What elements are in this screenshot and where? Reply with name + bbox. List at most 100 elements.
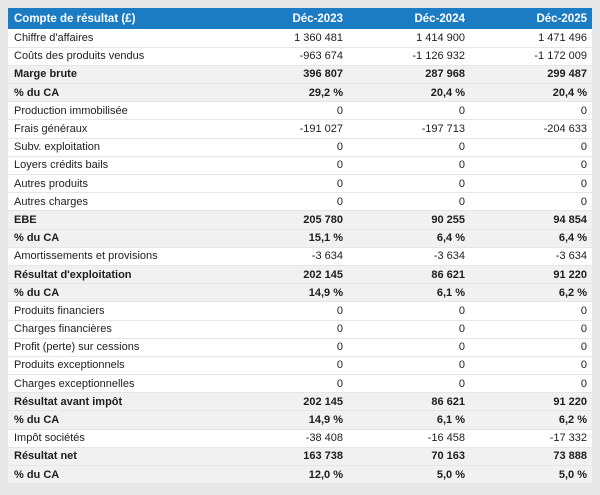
row-value: -204 633 bbox=[543, 123, 587, 136]
row-value: 0 bbox=[336, 195, 343, 208]
row-value: 91 220 bbox=[553, 395, 587, 408]
table-body: Chiffre d'affaires 1 360 481 1 414 900 1 47… bbox=[8, 29, 592, 484]
table-row: Résultat d'exploitation 202 145 86 621 91 2… bbox=[8, 265, 592, 284]
row-value: 0 bbox=[336, 177, 343, 190]
row-label: Production immobilisée bbox=[14, 104, 128, 117]
row-value: -3 634 bbox=[555, 250, 587, 263]
table-row: Profit (perte) sur cessions 0 0 0 bbox=[8, 338, 592, 357]
row-value: 94 854 bbox=[553, 213, 587, 226]
row-value: 6,2 % bbox=[558, 286, 587, 299]
row-value: 86 621 bbox=[431, 395, 465, 408]
row-value: 12,0 % bbox=[308, 468, 343, 481]
column-header-dec-2024: Déc-2024 bbox=[348, 8, 470, 29]
row-value: 29,2 % bbox=[308, 86, 343, 99]
row-value: -3 634 bbox=[433, 250, 465, 263]
table-row: Charges financières 0 0 0 bbox=[8, 320, 592, 339]
row-value: 163 738 bbox=[303, 450, 343, 463]
row-value: 299 487 bbox=[547, 68, 587, 81]
row-label: Produits financiers bbox=[14, 304, 105, 317]
row-label: % du CA bbox=[14, 414, 60, 427]
row-value: 6,4 % bbox=[558, 232, 587, 245]
table-row: Impôt sociétés -38 408 -16 458 -17 332 bbox=[8, 429, 592, 448]
row-label: Résultat avant impôt bbox=[14, 395, 123, 408]
table-row: % du CA 14,9 % 6,1 % 6,2 % bbox=[8, 410, 592, 430]
row-label: Impôt sociétés bbox=[14, 432, 85, 445]
row-value: 0 bbox=[336, 359, 343, 372]
row-value: 0 bbox=[580, 377, 587, 390]
row-value: 5,0 % bbox=[558, 468, 587, 481]
row-value: 0 bbox=[580, 359, 587, 372]
row-value: 202 145 bbox=[303, 395, 343, 408]
row-label: % du CA bbox=[14, 468, 60, 481]
row-label: Coûts des produits vendus bbox=[14, 50, 145, 63]
row-value: 202 145 bbox=[303, 268, 343, 281]
row-label: Charges financières bbox=[14, 323, 112, 336]
row-value: 1 414 900 bbox=[416, 31, 465, 44]
row-value: 0 bbox=[336, 323, 343, 336]
row-value: 6,4 % bbox=[436, 232, 465, 245]
row-value: -38 408 bbox=[305, 432, 343, 445]
row-label: Loyers crédits bails bbox=[14, 159, 109, 172]
income-statement-table: Compte de résultat (£) Déc-2023 Déc-2024… bbox=[8, 8, 592, 485]
row-label: Résultat net bbox=[14, 450, 77, 463]
row-value: 14,9 % bbox=[308, 414, 343, 427]
table-row: Résultat avant impôt 202 145 86 621 91 220 bbox=[8, 392, 592, 411]
table-row: Autres charges 0 0 0 bbox=[8, 192, 592, 211]
row-value: -191 027 bbox=[299, 123, 343, 136]
table-row: EBE 205 780 90 255 94 854 bbox=[8, 210, 592, 230]
row-value: 70 163 bbox=[431, 450, 465, 463]
row-label: Chiffre d'affaires bbox=[14, 31, 94, 44]
table-row: % du CA 12,0 % 5,0 % 5,0 % bbox=[8, 465, 592, 484]
row-value: 0 bbox=[458, 359, 465, 372]
row-value: 0 bbox=[458, 323, 465, 336]
table-row: Produits exceptionnels 0 0 0 bbox=[8, 356, 592, 375]
row-value: 20,4 % bbox=[430, 86, 465, 99]
table-row: Marge brute 396 807 287 968 299 487 bbox=[8, 65, 592, 84]
row-label: Autres produits bbox=[14, 177, 88, 190]
row-label: Subv. exploitation bbox=[14, 141, 101, 154]
row-value: -1 126 932 bbox=[412, 50, 465, 63]
row-value: 0 bbox=[458, 341, 465, 354]
column-header-dec-2023: Déc-2023 bbox=[226, 8, 348, 29]
row-value: 6,1 % bbox=[436, 286, 465, 299]
row-value: 90 255 bbox=[431, 213, 465, 226]
row-label: Amortissements et provisions bbox=[14, 250, 158, 263]
table-row: Subv. exploitation 0 0 0 bbox=[8, 138, 592, 157]
row-label: % du CA bbox=[14, 232, 60, 245]
row-value: 0 bbox=[580, 341, 587, 354]
row-label: EBE bbox=[14, 213, 37, 226]
row-value: -3 634 bbox=[311, 250, 343, 263]
table-row: Chiffre d'affaires 1 360 481 1 414 900 1 47… bbox=[8, 29, 592, 48]
row-value: 0 bbox=[458, 141, 465, 154]
row-value: 0 bbox=[458, 104, 465, 117]
row-value: 0 bbox=[336, 304, 343, 317]
row-value: -1 172 009 bbox=[534, 50, 587, 63]
table-row: Coûts des produits vendus -963 674 -1 126 … bbox=[8, 47, 592, 66]
column-header-dec-2025: Déc-2025 bbox=[470, 8, 592, 29]
row-value: 0 bbox=[580, 159, 587, 172]
row-value: 0 bbox=[336, 377, 343, 390]
row-value: -16 458 bbox=[427, 432, 465, 445]
row-value: 0 bbox=[458, 195, 465, 208]
row-value: 1 360 481 bbox=[294, 31, 343, 44]
row-value: 5,0 % bbox=[436, 468, 465, 481]
row-value: 0 bbox=[336, 104, 343, 117]
row-label: % du CA bbox=[14, 286, 60, 299]
row-value: -17 332 bbox=[549, 432, 587, 445]
row-value: 0 bbox=[580, 195, 587, 208]
row-label: Résultat d'exploitation bbox=[14, 268, 132, 281]
table-row: Amortissements et provisions -3 634 -3 634… bbox=[8, 247, 592, 266]
row-value: 0 bbox=[580, 177, 587, 190]
row-value: 0 bbox=[580, 104, 587, 117]
row-value: 396 807 bbox=[303, 68, 343, 81]
row-label: Profit (perte) sur cessions bbox=[14, 341, 140, 354]
row-value: 287 968 bbox=[425, 68, 465, 81]
row-value: 0 bbox=[336, 141, 343, 154]
row-value: 0 bbox=[458, 377, 465, 390]
row-label: Frais généraux bbox=[14, 123, 88, 136]
table-header: Compte de résultat (£) Déc-2023 Déc-2024… bbox=[8, 8, 592, 29]
table-row: Produits financiers 0 0 0 bbox=[8, 301, 592, 320]
row-value: -197 713 bbox=[421, 123, 465, 136]
row-label: Autres charges bbox=[14, 195, 88, 208]
